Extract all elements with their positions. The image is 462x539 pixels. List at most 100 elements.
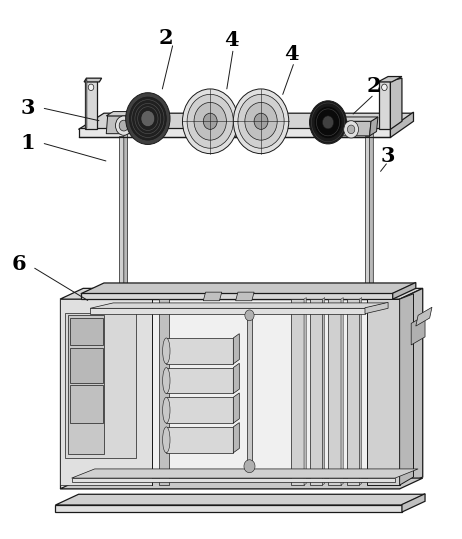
Polygon shape bbox=[166, 338, 233, 364]
Polygon shape bbox=[370, 117, 378, 136]
Polygon shape bbox=[367, 299, 400, 485]
Polygon shape bbox=[194, 134, 229, 136]
Polygon shape bbox=[79, 128, 390, 137]
Polygon shape bbox=[68, 315, 104, 454]
Polygon shape bbox=[233, 393, 239, 423]
Circle shape bbox=[233, 89, 289, 154]
Circle shape bbox=[88, 84, 94, 91]
Polygon shape bbox=[106, 112, 152, 116]
Polygon shape bbox=[159, 299, 169, 485]
Text: 3: 3 bbox=[20, 98, 35, 118]
Polygon shape bbox=[390, 112, 413, 137]
Polygon shape bbox=[247, 313, 252, 469]
Polygon shape bbox=[90, 308, 365, 314]
Polygon shape bbox=[341, 298, 343, 485]
Circle shape bbox=[245, 310, 254, 321]
Polygon shape bbox=[206, 132, 273, 136]
Polygon shape bbox=[333, 117, 378, 121]
Circle shape bbox=[194, 102, 226, 140]
Circle shape bbox=[344, 121, 359, 138]
Polygon shape bbox=[119, 136, 124, 288]
Polygon shape bbox=[370, 133, 373, 288]
Polygon shape bbox=[291, 299, 304, 485]
Polygon shape bbox=[310, 299, 322, 485]
Text: 1: 1 bbox=[20, 133, 35, 153]
Polygon shape bbox=[90, 303, 388, 308]
Circle shape bbox=[382, 84, 387, 91]
Circle shape bbox=[141, 110, 155, 127]
Circle shape bbox=[310, 101, 346, 144]
Polygon shape bbox=[233, 363, 239, 393]
Polygon shape bbox=[65, 313, 136, 458]
Polygon shape bbox=[55, 494, 425, 505]
Circle shape bbox=[244, 460, 255, 473]
Polygon shape bbox=[328, 299, 341, 485]
Circle shape bbox=[116, 116, 132, 135]
Circle shape bbox=[347, 125, 355, 134]
Polygon shape bbox=[84, 78, 102, 82]
Polygon shape bbox=[166, 368, 233, 393]
Polygon shape bbox=[106, 116, 145, 134]
Polygon shape bbox=[166, 427, 233, 453]
Text: 6: 6 bbox=[11, 254, 26, 274]
Ellipse shape bbox=[163, 338, 170, 364]
Ellipse shape bbox=[163, 368, 170, 393]
Polygon shape bbox=[81, 293, 393, 299]
Polygon shape bbox=[333, 121, 371, 136]
Polygon shape bbox=[60, 299, 400, 488]
Polygon shape bbox=[72, 469, 418, 478]
Ellipse shape bbox=[163, 427, 170, 453]
Circle shape bbox=[203, 113, 217, 129]
Polygon shape bbox=[304, 298, 306, 485]
Polygon shape bbox=[60, 299, 152, 485]
Circle shape bbox=[119, 120, 128, 131]
Polygon shape bbox=[365, 302, 388, 314]
Polygon shape bbox=[236, 292, 254, 301]
Polygon shape bbox=[233, 423, 239, 453]
Circle shape bbox=[238, 94, 284, 148]
Circle shape bbox=[254, 113, 268, 129]
Circle shape bbox=[182, 89, 238, 154]
Polygon shape bbox=[365, 136, 370, 288]
Polygon shape bbox=[393, 282, 416, 299]
Polygon shape bbox=[143, 112, 152, 134]
Circle shape bbox=[129, 97, 166, 140]
Polygon shape bbox=[70, 318, 103, 345]
Polygon shape bbox=[60, 478, 423, 489]
Polygon shape bbox=[411, 315, 425, 345]
Polygon shape bbox=[379, 81, 390, 129]
Polygon shape bbox=[402, 494, 425, 512]
Polygon shape bbox=[378, 77, 402, 82]
Polygon shape bbox=[203, 292, 222, 301]
Polygon shape bbox=[72, 478, 395, 482]
Circle shape bbox=[126, 93, 170, 144]
Polygon shape bbox=[70, 348, 103, 383]
Polygon shape bbox=[233, 334, 239, 364]
Polygon shape bbox=[322, 298, 325, 485]
Polygon shape bbox=[79, 113, 413, 129]
Polygon shape bbox=[346, 299, 359, 485]
Polygon shape bbox=[70, 385, 103, 423]
Polygon shape bbox=[166, 397, 233, 423]
Polygon shape bbox=[85, 79, 87, 129]
Polygon shape bbox=[359, 298, 362, 485]
Polygon shape bbox=[390, 78, 402, 129]
Text: 2: 2 bbox=[159, 27, 174, 48]
Text: 4: 4 bbox=[284, 44, 298, 64]
Ellipse shape bbox=[163, 397, 170, 423]
Polygon shape bbox=[85, 81, 97, 129]
Text: 4: 4 bbox=[224, 30, 238, 51]
Polygon shape bbox=[60, 288, 423, 299]
Polygon shape bbox=[400, 294, 413, 485]
Polygon shape bbox=[400, 288, 423, 488]
Text: 2: 2 bbox=[367, 76, 382, 96]
Circle shape bbox=[314, 106, 342, 139]
Polygon shape bbox=[55, 505, 402, 512]
Polygon shape bbox=[124, 133, 128, 288]
Text: 3: 3 bbox=[381, 146, 395, 167]
Polygon shape bbox=[206, 129, 275, 132]
Circle shape bbox=[187, 94, 233, 148]
Polygon shape bbox=[416, 307, 432, 326]
Circle shape bbox=[245, 102, 277, 140]
Polygon shape bbox=[245, 134, 280, 136]
